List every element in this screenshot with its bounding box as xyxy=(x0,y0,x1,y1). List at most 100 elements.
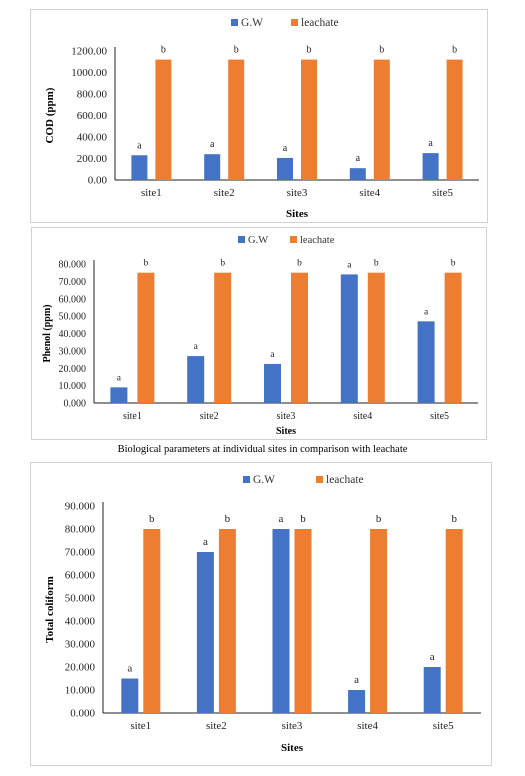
bar-leachate-site1 xyxy=(143,529,161,713)
x-tick-label-site4: site4 xyxy=(359,187,380,199)
y-tick-label: 0.000 xyxy=(70,708,95,720)
y-tick-label: 30.000 xyxy=(59,346,87,357)
cod-chart-panel: G.W leachate 0.00 200.00 400.00 600.00 800.00 1… xyxy=(30,9,488,223)
data-label-leachate-site1: b xyxy=(144,259,149,269)
y-tick-label: 60.000 xyxy=(65,570,96,582)
data-label-leachate-site5: b xyxy=(451,259,456,269)
legend-swatch-leachate xyxy=(291,19,298,26)
bar-gw-site4 xyxy=(349,168,366,180)
bar-leachate-site5 xyxy=(446,59,463,180)
bar-leachate-site2 xyxy=(214,272,232,403)
bar-gw-site2 xyxy=(196,552,214,713)
y-tick-label: 50.000 xyxy=(59,312,87,323)
legend-swatch-leachate xyxy=(316,476,323,483)
data-label-gw-site1: a xyxy=(137,140,142,151)
y-tick-label: 1000.00 xyxy=(71,67,107,79)
data-label-gw-site2: a xyxy=(203,536,208,548)
y-tick-label: 0.000 xyxy=(64,399,87,410)
data-label-gw-site3: a xyxy=(279,513,284,525)
legend-swatch-gw xyxy=(243,476,250,483)
y-tick-label: 40.000 xyxy=(59,329,87,340)
bar-leachate-site2 xyxy=(228,59,245,180)
x-tick-label-site3: site3 xyxy=(282,720,303,732)
legend-label-gw: G.W xyxy=(253,474,275,486)
data-label-gw-site5: a xyxy=(424,307,429,317)
y-tick-label: 200.00 xyxy=(77,153,108,165)
bar-gw-site3 xyxy=(277,157,293,180)
data-label-gw-site4: a xyxy=(347,260,352,270)
x-tick-label-site5: site5 xyxy=(430,411,449,422)
bar-gw-site2 xyxy=(204,154,221,180)
legend-label-gw: G.W xyxy=(241,17,263,29)
data-label-gw-site1: a xyxy=(117,373,122,383)
data-label-leachate-site4: b xyxy=(379,45,384,56)
bar-leachate-site4 xyxy=(373,59,390,180)
legend-label-leachate: leachate xyxy=(326,474,364,486)
data-label-leachate-site4: b xyxy=(376,513,382,525)
legend-label-gw: G.W xyxy=(248,235,268,246)
bar-gw-site4 xyxy=(348,690,366,713)
x-tick-label-site3: site3 xyxy=(277,411,296,422)
bar-leachate-site3 xyxy=(301,59,317,180)
x-tick-label-site5: site5 xyxy=(433,720,454,732)
bar-gw-site5 xyxy=(423,667,441,713)
phenol-chart: G.W leachate 0.000 10.000 20.000 30.000 40.000… xyxy=(42,235,478,437)
phenol-chart-panel: G.W leachate 0.000 10.000 20.000 30.000 40.000… xyxy=(31,227,487,440)
data-label-leachate-site5: b xyxy=(452,45,457,56)
bar-leachate-site5 xyxy=(444,272,462,403)
bar-leachate-site3 xyxy=(294,529,312,713)
data-label-leachate-site3: b xyxy=(307,45,312,56)
data-label-leachate-site2: b xyxy=(234,45,239,56)
data-label-leachate-site3: b xyxy=(297,259,302,269)
legend-swatch-gw xyxy=(231,19,238,26)
y-tick-label: 80.000 xyxy=(65,524,96,536)
x-tick-label-site2: site2 xyxy=(214,187,235,199)
y-tick-label: 1200.00 xyxy=(71,46,107,58)
x-axis-title: Sites xyxy=(286,208,309,220)
data-label-leachate-site2: b xyxy=(225,513,231,525)
data-label-gw-site5: a xyxy=(428,138,433,149)
y-tick-label: 50.000 xyxy=(65,593,96,605)
data-label-gw-site3: a xyxy=(283,143,288,154)
y-tick-label: 90.000 xyxy=(65,501,96,513)
coliform-chart-panel: G.W leachate 0.000 10.000 20.000 30.000 40.000… xyxy=(30,462,492,766)
x-tick-label-site2: site2 xyxy=(206,720,227,732)
bar-leachate-site1 xyxy=(137,272,155,403)
x-axis-title: Sites xyxy=(281,742,304,754)
x-tick-label-site4: site4 xyxy=(353,411,372,422)
y-tick-label: 70.000 xyxy=(59,277,87,288)
y-axis-title: Total coliform xyxy=(44,576,56,643)
y-tick-label: 600.00 xyxy=(77,110,108,122)
data-label-gw-site2: a xyxy=(194,342,199,352)
y-tick-label: 20.000 xyxy=(59,364,87,375)
y-tick-label: 800.00 xyxy=(77,89,108,101)
y-tick-label: 400.00 xyxy=(77,132,108,144)
data-label-leachate-site2: b xyxy=(220,259,225,269)
bar-leachate-site2 xyxy=(218,529,236,713)
x-tick-label-site4: site4 xyxy=(357,720,378,732)
x-axis-title: Sites xyxy=(276,426,296,437)
legend-swatch-leachate xyxy=(290,236,297,243)
data-label-gw-site5: a xyxy=(430,651,435,663)
total-coliform-chart: G.W leachate 0.000 10.000 20.000 30.000 40.000… xyxy=(44,474,481,754)
x-tick-label-site1: site1 xyxy=(141,187,162,199)
x-tick-label-site3: site3 xyxy=(287,187,308,199)
y-tick-label: 60.000 xyxy=(59,294,87,305)
y-tick-label: 40.000 xyxy=(65,616,96,628)
bar-gw-site1 xyxy=(121,678,139,713)
data-label-leachate-site1: b xyxy=(149,513,155,525)
y-tick-label: 10.000 xyxy=(65,685,96,697)
data-label-gw-site1: a xyxy=(127,663,132,675)
bar-gw-site3 xyxy=(264,363,281,403)
bar-leachate-site1 xyxy=(155,59,172,180)
bar-gw-site2 xyxy=(187,356,205,403)
legend-swatch-gw xyxy=(238,236,245,243)
bar-gw-site5 xyxy=(417,321,435,403)
legend-label-leachate: leachate xyxy=(300,235,335,246)
y-tick-label: 30.000 xyxy=(65,639,96,651)
bar-gw-site3 xyxy=(272,529,290,713)
x-tick-label-site5: site5 xyxy=(432,187,453,199)
y-axis-title: COD (ppm) xyxy=(44,87,56,143)
y-tick-label: 0.00 xyxy=(88,175,108,187)
bar-gw-site5 xyxy=(422,153,439,180)
